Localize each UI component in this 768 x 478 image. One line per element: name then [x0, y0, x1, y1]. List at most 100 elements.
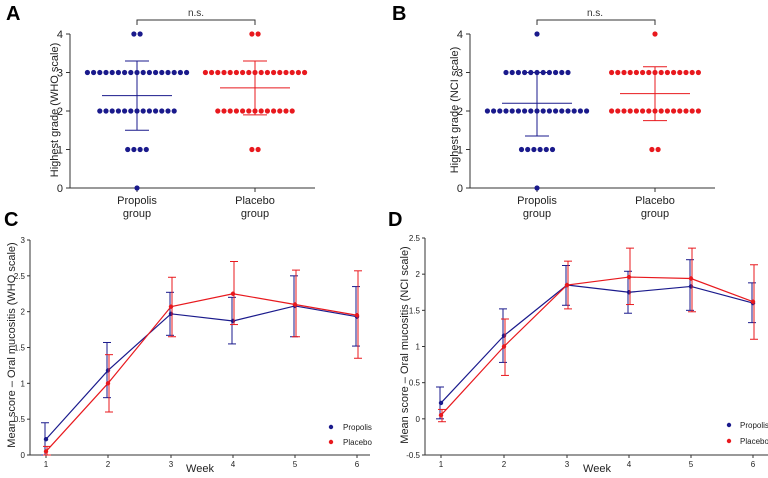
- panel-c-y-tick-label: 0.5: [14, 415, 26, 424]
- panel-d-x-tick-label: 2: [502, 460, 507, 469]
- panel-a-propolis-point: [137, 146, 143, 153]
- panel-b-propolis-point: [559, 69, 565, 76]
- panel-b-propolis-point: [540, 108, 546, 114]
- panel-b-propolis-point: [503, 108, 509, 114]
- panel-b-propolis-point: [543, 146, 549, 153]
- panel-b-placebo-point: [664, 108, 671, 114]
- panel-c-placebo-point: [354, 313, 360, 318]
- panel-d-propolis-line: [440, 284, 754, 404]
- panel-b-y-tick-label: 4: [457, 29, 463, 41]
- panel-b-propolis-point: [522, 69, 528, 76]
- panel-b-placebo-point: [683, 69, 689, 76]
- panel-b-placebo-point: [621, 108, 627, 114]
- panel-a-placebo-point: [249, 146, 255, 153]
- panel-a-placebo-point: [233, 108, 239, 114]
- panel-c-propolis-point: [230, 318, 236, 324]
- panel-a-placebo-point: [221, 69, 227, 76]
- panel-b-placebo-point: [677, 108, 683, 114]
- panel-b-propolis-point: [491, 108, 497, 114]
- panel-d-x-tick-label: 1: [439, 460, 444, 469]
- panel-a-placebo-point: [240, 69, 246, 76]
- panel-a-propolis-point: [153, 108, 159, 114]
- panel-b-y-tick-label: 2: [457, 106, 463, 118]
- panel-b-placebo-point: [655, 146, 661, 153]
- panel-b-propolis-point: [497, 108, 503, 114]
- panel-a-propolis-point: [131, 146, 137, 153]
- panel-a-propolis-point: [184, 69, 190, 76]
- panel-a-placebo-point: [302, 69, 308, 76]
- panel-b-placebo-point: [677, 69, 683, 76]
- panel-b-propolis-point: [503, 69, 509, 76]
- panel-a-propolis-point: [109, 69, 115, 76]
- panel-d-y-axis-title: Mean score – Oral mucositis (NCI scale): [399, 246, 411, 443]
- panel-b-propolis-point: [553, 69, 559, 76]
- panel-a-propolis-point: [140, 69, 146, 76]
- panel-b-placebo-point: [633, 69, 640, 76]
- panel-c: C 0 0.5 1 1.5 2 2.5 3 1 2 3 4 5 6 Mean score – Oral …: [4, 209, 372, 475]
- panel-d-legend-placebo-marker: [726, 438, 732, 444]
- panel-b-propolis-point: [537, 146, 543, 153]
- panel-b-propolis-point: [509, 108, 515, 114]
- panel-d-placebo-point: [438, 413, 444, 418]
- panel-b-propolis-point: [515, 108, 522, 114]
- panel-b-placebo-point: [609, 69, 615, 76]
- panel-b-placebo-point: [633, 108, 640, 114]
- panel-a-propolis-point: [153, 69, 159, 76]
- panel-d-placebo-line: [440, 276, 754, 416]
- panel-b-significance: n.s.: [587, 8, 603, 19]
- panel-a-propolis-point: [146, 69, 152, 76]
- panel-b-propolis-point: [577, 108, 584, 114]
- panel-d-legend-propolis-marker: [726, 422, 732, 428]
- panel-a-propolis-point: [131, 31, 137, 37]
- panel-a-y-tick-label: 0: [57, 183, 63, 195]
- panel-b-placebo-point: [640, 69, 646, 76]
- panel-b-placebo-point: [640, 108, 646, 114]
- panel-a-placebo-point: [249, 31, 255, 37]
- panel-b-y-tick-label: 0: [457, 183, 463, 195]
- panel-a-propolis-point: [109, 108, 115, 114]
- panel-c-placebo-point: [43, 449, 49, 454]
- panel-a-placebo-point: [289, 108, 295, 114]
- panel-c-placebo-point: [105, 381, 111, 386]
- panel-b-propolis-point: [546, 108, 553, 114]
- panel-a-y-tick-label: 3: [57, 68, 63, 80]
- panel-b-placebo-point: [658, 69, 664, 76]
- panel-a-propolis-point: [140, 108, 146, 114]
- panel-b-y-tick-label: 1: [457, 145, 463, 157]
- panel-a-propolis-point: [165, 69, 171, 76]
- panel-a-propolis-point: [125, 146, 131, 153]
- panel-b-placebo-point: [627, 69, 633, 76]
- panel-b-propolis-point: [518, 146, 525, 153]
- panel-d-placebo-point: [626, 274, 632, 280]
- panel-d-propolis-point: [626, 290, 632, 295]
- panel-a-y-tick-label: 4: [57, 29, 63, 41]
- panel-b-significance-bracket: [536, 19, 656, 25]
- panel-b-placebo-point: [658, 108, 664, 114]
- panel-c-y-tick-label: 2: [21, 308, 26, 317]
- panel-b-placebo-point: [652, 31, 658, 37]
- panel-d-x-tick-label: 5: [689, 460, 694, 469]
- panel-a-placebo-point: [277, 69, 283, 76]
- panel-a-placebo-point: [295, 69, 301, 76]
- panel-d-y-tick-label: 0: [416, 415, 421, 424]
- panel-b-propolis-point: [549, 146, 556, 153]
- panel-a-placebo-point: [277, 108, 283, 114]
- panel-a-placebo-point: [271, 108, 277, 114]
- panel-b-propolis-point: [515, 69, 522, 76]
- panel-b-placebo-point: [627, 108, 633, 114]
- panel-d-propolis-point: [501, 333, 507, 338]
- panel-a-propolis-point: [97, 108, 103, 114]
- panel-d-legend-placebo: Placebo: [740, 437, 768, 446]
- panel-a-placebo-point: [271, 69, 277, 76]
- panel-a-y-tick-label: 2: [57, 106, 63, 118]
- panel-a-placebo-point: [289, 69, 295, 76]
- panel-a-propolis-point: [128, 108, 134, 114]
- panel-b-placebo-point: [615, 69, 621, 76]
- panel-b-propolis-point: [534, 31, 540, 37]
- panel-a-placebo-point: [283, 108, 289, 114]
- panel-b-category-placebo-line2: group: [641, 208, 669, 220]
- panel-b-placebo-point: [646, 69, 652, 76]
- panel-a-propolis-point: [91, 69, 97, 76]
- panel-d-y-tick-label: 2: [416, 270, 421, 279]
